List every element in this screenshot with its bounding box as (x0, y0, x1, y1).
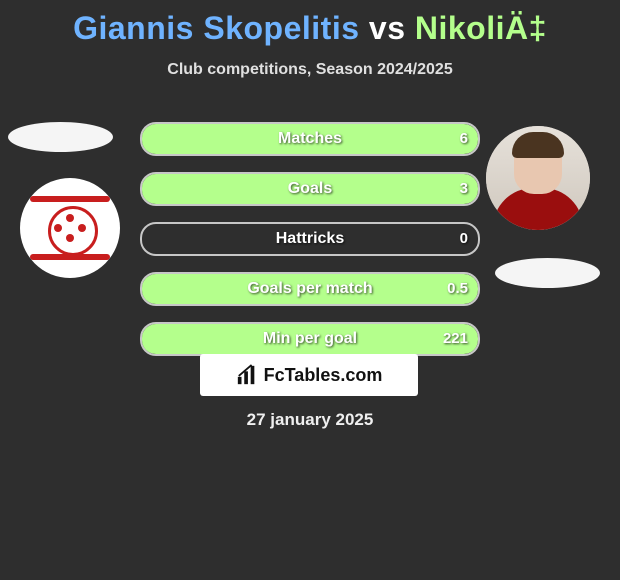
player2-name: NikoliÄ‡ (415, 10, 547, 46)
fctables-icon (236, 364, 258, 386)
stat-value-left (142, 324, 162, 354)
player2-avatar (486, 126, 590, 230)
stat-label: Min per goal (142, 324, 478, 354)
stat-label: Hattricks (142, 224, 478, 254)
stat-bar: Matches6 (140, 122, 480, 156)
stat-value-right: 0 (450, 224, 478, 254)
player1-name: Giannis Skopelitis (73, 10, 359, 46)
stat-bars: Matches6Goals3Hattricks0Goals per match0… (140, 122, 480, 372)
stat-value-right: 3 (450, 174, 478, 204)
source-logo-text: FcTables.com (264, 365, 383, 386)
page-title: Giannis Skopelitis vs NikoliÄ‡ (0, 0, 620, 47)
player-photo-icon (486, 126, 590, 230)
left-shadow-ellipse (8, 122, 113, 152)
stat-value-right: 6 (450, 124, 478, 154)
right-shadow-ellipse (495, 258, 600, 288)
stat-value-right: 0.5 (437, 274, 478, 304)
stat-value-left (142, 124, 162, 154)
date-text: 27 january 2025 (0, 410, 620, 430)
comparison-infographic: Giannis Skopelitis vs NikoliÄ‡ Club comp… (0, 0, 620, 580)
stat-bar: Hattricks0 (140, 222, 480, 256)
stat-value-left (142, 174, 162, 204)
vs-text: vs (369, 10, 406, 46)
stat-label: Matches (142, 124, 478, 154)
stat-value-right: 221 (433, 324, 478, 354)
stat-bar: Goals3 (140, 172, 480, 206)
stat-label: Goals per match (142, 274, 478, 304)
stat-value-left (142, 274, 162, 304)
club-crest-icon (20, 178, 120, 278)
stat-bar: Min per goal221 (140, 322, 480, 356)
stat-label: Goals (142, 174, 478, 204)
subtitle: Club competitions, Season 2024/2025 (0, 61, 620, 79)
stat-bar: Goals per match0.5 (140, 272, 480, 306)
source-logo: FcTables.com (200, 354, 418, 396)
player1-avatar (20, 178, 120, 278)
stat-value-left (142, 224, 162, 254)
